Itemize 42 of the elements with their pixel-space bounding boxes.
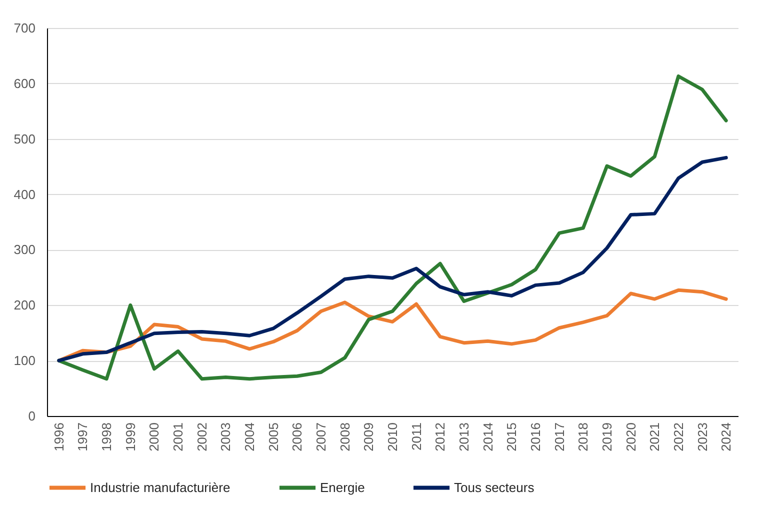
x-tick-label: 2018 bbox=[576, 422, 591, 452]
y-tick-label: 200 bbox=[14, 298, 36, 313]
x-tick-label: 2017 bbox=[552, 422, 567, 452]
y-tick-label: 0 bbox=[28, 408, 36, 424]
x-tick-label: 2007 bbox=[314, 422, 329, 452]
x-tick-label: 2016 bbox=[528, 422, 543, 452]
y-tick-label: 700 bbox=[14, 20, 36, 36]
legend-label: Energie bbox=[320, 480, 365, 495]
x-tick-label: 1999 bbox=[122, 422, 138, 452]
x-tick-label: 1998 bbox=[99, 422, 114, 452]
x-tick-label: 2000 bbox=[146, 422, 162, 452]
x-tick-label: 2023 bbox=[694, 422, 710, 452]
y-tick-label: 100 bbox=[14, 353, 36, 368]
y-tick-label: 300 bbox=[14, 242, 36, 258]
x-tick-label: 2004 bbox=[242, 422, 258, 452]
x-tick-label: 2003 bbox=[218, 422, 234, 452]
x-tick-label: 2008 bbox=[337, 422, 352, 452]
x-tick-label: 2021 bbox=[647, 422, 662, 452]
y-tick-label: 600 bbox=[14, 76, 36, 91]
y-tick-label: 500 bbox=[14, 131, 36, 146]
x-tick-label: 1997 bbox=[75, 422, 90, 452]
x-tick-label: 2011 bbox=[408, 422, 424, 450]
x-tick-label: 2015 bbox=[504, 422, 520, 452]
x-tick-label: 1996 bbox=[51, 422, 66, 452]
x-tick-label: 2022 bbox=[670, 422, 686, 452]
x-tick-label: 2012 bbox=[432, 422, 448, 452]
x-tick-label: 2010 bbox=[385, 422, 400, 452]
x-tick-label: 2024 bbox=[718, 422, 734, 452]
x-tick-label: 2002 bbox=[194, 422, 210, 452]
x-tick-label: 2013 bbox=[456, 422, 472, 452]
legend-label: Industrie manufacturière bbox=[90, 480, 230, 495]
x-tick-label: 2005 bbox=[266, 422, 281, 452]
line-series bbox=[57, 156, 728, 362]
line-series bbox=[57, 74, 728, 381]
x-tick-label: 2020 bbox=[623, 422, 638, 452]
x-tick-label: 2009 bbox=[361, 422, 376, 452]
y-tick-label: 400 bbox=[14, 186, 36, 202]
x-tick-label: 2001 bbox=[170, 422, 186, 452]
x-tick-label: 2019 bbox=[599, 422, 614, 452]
x-tick-label: 2014 bbox=[480, 422, 496, 452]
x-tick-label: 2006 bbox=[290, 422, 305, 452]
legend-label: Tous secteurs bbox=[454, 480, 535, 495]
